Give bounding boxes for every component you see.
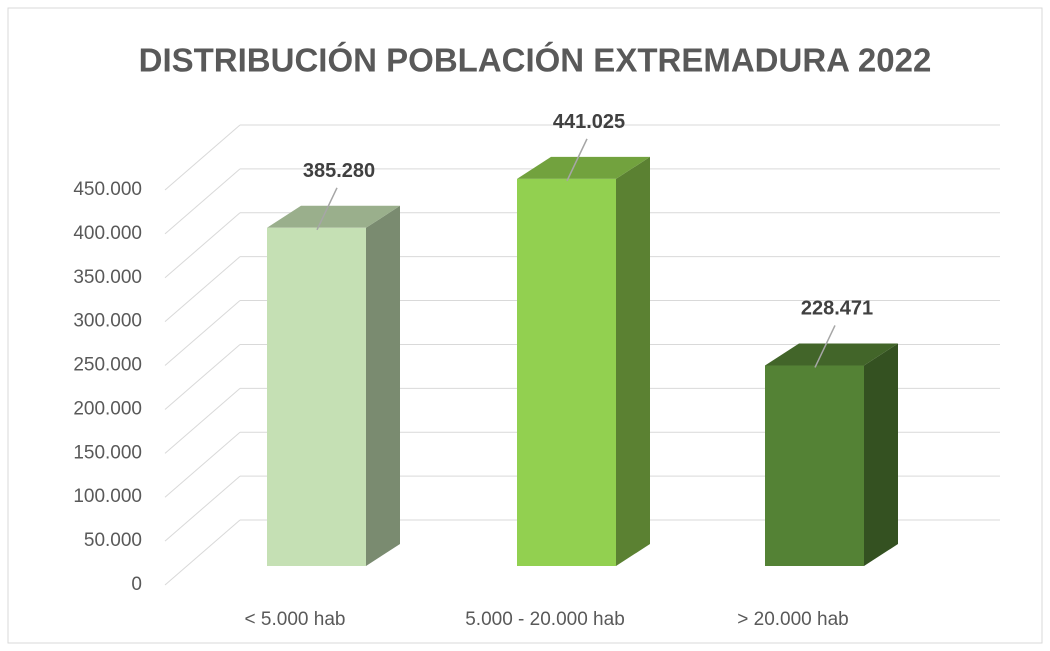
y-tick-label: 250.000 [73,355,142,376]
x-tick-label: 5.000 - 20.000 hab [465,609,625,630]
y-tick-label: 450.000 [73,179,142,200]
grid-line [164,431,241,498]
leader-line [814,325,836,368]
grid-line [164,300,241,366]
x-tick-label: < 5.000 hab [245,609,346,630]
bar [765,365,864,566]
y-tick-label: 400.000 [73,223,142,244]
chart-title: DISTRIBUCIÓN POBLACIÓN EXTREMADURA 2022 [139,42,932,79]
y-tick-label: 300.000 [73,311,142,332]
y-tick-label: 200.000 [73,398,142,419]
grid-line [164,212,241,279]
value-label: 385.280 [303,160,375,182]
y-tick-label: 100.000 [73,486,142,507]
bar-top [267,205,400,228]
grid-line [164,387,241,454]
grid-line [164,168,241,235]
value-label: 441.025 [553,111,625,133]
bar-side [616,156,650,566]
grid-line [164,256,241,323]
bar-side [366,205,400,566]
grid-line [164,124,241,191]
y-tick-label: 350.000 [73,267,142,288]
y-tick-label: 150.000 [73,442,142,463]
grid-line [164,344,241,410]
bar-top [517,156,650,179]
grid-line [164,475,241,542]
grid-line [164,519,241,586]
leader-line [566,138,588,182]
y-tick-label: 0 [131,574,142,595]
value-label: 228.471 [801,298,873,320]
bar [267,227,366,566]
y-tick-label: 50.000 [84,530,142,551]
bar-top [765,343,898,366]
leader-line [316,187,338,231]
x-tick-label: > 20.000 hab [737,609,848,630]
bar [517,178,616,566]
bar-side [864,343,898,566]
